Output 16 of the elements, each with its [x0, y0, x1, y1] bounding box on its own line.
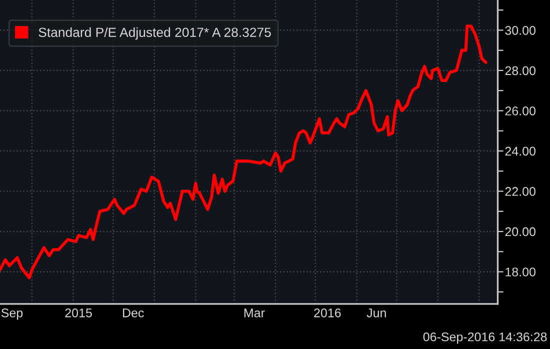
- line-series: [0, 24, 488, 280]
- text: 06-Sep-2016 14:36:28: [423, 332, 547, 344]
- y-tick-label: 26.00: [505, 106, 536, 116]
- x-tick-label: 2016: [314, 308, 341, 318]
- y-tick-label: 18.00: [506, 268, 536, 276]
- y-tick-label: 24.00: [505, 146, 536, 156]
- y-tick-label: 22.00: [505, 187, 536, 196]
- y-tick-label: 20.00: [505, 227, 536, 236]
- y-tick-label: 30.00: [505, 26, 536, 35]
- x-tick-label: Sep: [1, 308, 23, 320]
- x-tick-label: Mar: [244, 308, 265, 318]
- x-tick-label: 2015: [65, 308, 92, 318]
- y-tick-label: 28.00: [505, 66, 536, 76]
- x-tick-label: Dec: [123, 308, 144, 318]
- legend-label: Standard P/E Adjusted 2017* A 28.3275: [38, 27, 271, 40]
- x-tick-label: Jun: [366, 308, 386, 318]
